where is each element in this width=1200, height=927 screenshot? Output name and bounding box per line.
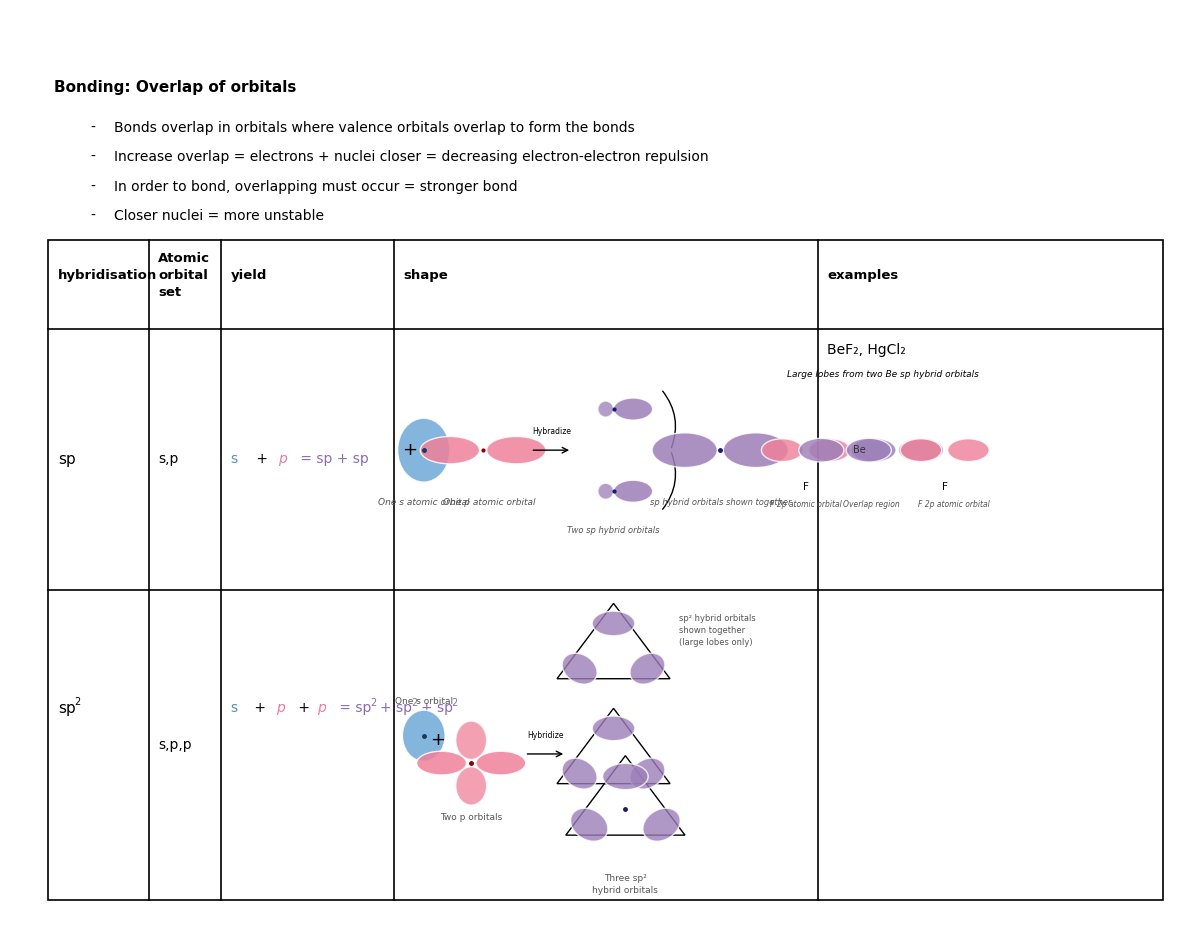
Ellipse shape [652, 433, 718, 467]
Ellipse shape [420, 437, 480, 464]
Text: Three sp²
hybrid orbitals: Three sp² hybrid orbitals [593, 874, 659, 895]
Text: One p atomic orbital: One p atomic orbital [443, 498, 535, 507]
Text: shape: shape [403, 269, 449, 282]
Text: +: + [252, 452, 272, 466]
Text: Bonds overlap in orbitals where valence orbitals overlap to form the bonds: Bonds overlap in orbitals where valence … [114, 121, 635, 135]
Text: Atomic
orbital
set: Atomic orbital set [158, 252, 210, 298]
Ellipse shape [899, 438, 943, 462]
Text: = sp: = sp [335, 702, 372, 716]
Text: examples: examples [827, 269, 899, 282]
Ellipse shape [948, 438, 989, 462]
Text: Bonding: Overlap of orbitals: Bonding: Overlap of orbitals [54, 80, 296, 95]
Text: sp hybrid orbitals shown together: sp hybrid orbitals shown together [649, 498, 791, 507]
Ellipse shape [598, 401, 613, 417]
Text: Two sp hybrid orbitals: Two sp hybrid orbitals [568, 526, 660, 535]
Ellipse shape [630, 654, 665, 684]
Ellipse shape [456, 767, 487, 805]
Text: Large lobes from two Be sp hybrid orbitals: Large lobes from two Be sp hybrid orbita… [787, 370, 979, 379]
Ellipse shape [613, 480, 653, 502]
Ellipse shape [562, 654, 598, 684]
Text: yield: yield [230, 269, 268, 282]
Ellipse shape [900, 438, 942, 462]
Ellipse shape [456, 721, 487, 759]
Ellipse shape [570, 808, 608, 842]
Text: sp² hybrid orbitals
shown together
(large lobes only): sp² hybrid orbitals shown together (larg… [679, 615, 756, 647]
Text: +: + [250, 702, 270, 716]
Text: F: F [942, 482, 948, 491]
Text: Hybridize: Hybridize [528, 731, 564, 741]
Ellipse shape [724, 433, 788, 467]
Text: + sp: + sp [380, 702, 413, 716]
Text: p: p [317, 702, 326, 716]
Text: 2: 2 [451, 698, 457, 708]
Text: p: p [276, 702, 284, 716]
Ellipse shape [562, 758, 598, 789]
Ellipse shape [809, 438, 851, 462]
Text: s,p,p: s,p,p [158, 738, 192, 752]
Text: 2: 2 [371, 698, 377, 708]
Text: F: F [803, 482, 809, 491]
Text: -: - [90, 121, 95, 135]
Ellipse shape [846, 438, 892, 462]
Text: s,p: s,p [158, 452, 179, 466]
Ellipse shape [592, 716, 635, 741]
Text: + sp: + sp [420, 702, 452, 716]
Text: Overlap region: Overlap region [842, 501, 900, 510]
Text: Hybradize: Hybradize [533, 427, 571, 437]
Text: = sp + sp: = sp + sp [296, 452, 368, 466]
Text: +: + [294, 702, 314, 716]
Text: -: - [90, 209, 95, 222]
Text: 2: 2 [74, 697, 80, 707]
Ellipse shape [402, 710, 445, 761]
Text: sp: sp [58, 451, 76, 467]
Text: -: - [90, 180, 95, 194]
Ellipse shape [630, 758, 665, 789]
Text: hybridisation: hybridisation [58, 269, 157, 282]
Ellipse shape [397, 418, 450, 482]
Text: In order to bond, overlapping must occur = stronger bond: In order to bond, overlapping must occur… [114, 180, 517, 194]
Ellipse shape [602, 763, 648, 790]
Text: s: s [230, 702, 238, 716]
Text: +: + [430, 731, 445, 749]
Ellipse shape [487, 437, 546, 464]
Text: 2: 2 [412, 698, 418, 708]
Text: One s orbital: One s orbital [395, 697, 452, 706]
Text: Be: Be [853, 445, 865, 455]
Text: s: s [230, 452, 238, 466]
Ellipse shape [799, 438, 844, 462]
Text: -: - [90, 150, 95, 164]
Text: p: p [278, 452, 287, 466]
Ellipse shape [476, 751, 526, 775]
Ellipse shape [613, 398, 653, 420]
Ellipse shape [598, 483, 613, 500]
Text: Closer nuclei = more unstable: Closer nuclei = more unstable [114, 209, 324, 222]
Text: Two p orbitals: Two p orbitals [440, 813, 503, 822]
Text: +: + [402, 441, 418, 459]
Ellipse shape [762, 438, 803, 462]
Text: F 2p atomic orbital: F 2p atomic orbital [918, 501, 990, 510]
Ellipse shape [592, 611, 635, 636]
Text: F 2p atomic orbital: F 2p atomic orbital [770, 501, 841, 510]
Text: Increase overlap = electrons + nuclei closer = decreasing electron-electron repu: Increase overlap = electrons + nuclei cl… [114, 150, 708, 164]
Text: One s atomic orbital: One s atomic orbital [378, 498, 469, 507]
Text: BeF₂, HgCl₂: BeF₂, HgCl₂ [827, 343, 906, 357]
Ellipse shape [851, 438, 896, 462]
Ellipse shape [643, 808, 680, 842]
Text: sp: sp [58, 701, 76, 716]
Ellipse shape [416, 751, 467, 775]
